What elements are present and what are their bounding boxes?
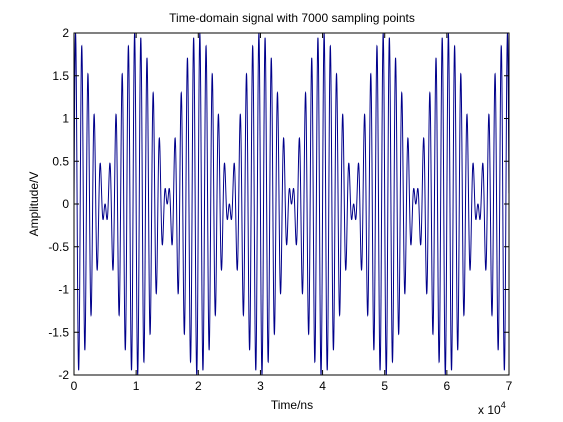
- y-tick-label: 1: [62, 112, 69, 126]
- x-tick-label: 1: [133, 379, 140, 393]
- signal-line: [74, 33, 509, 375]
- signal-line-group: [74, 33, 509, 375]
- y-tick-label: -1: [58, 283, 69, 297]
- y-tick-label: 0.5: [52, 154, 69, 168]
- y-tick-label: 1.5: [52, 69, 69, 83]
- x-tick-label: 6: [444, 379, 451, 393]
- y-tick-label: -0.5: [48, 240, 69, 254]
- y-axis-label: Amplitude/V: [27, 172, 41, 237]
- x-axis-exponent: x 104: [478, 400, 506, 417]
- y-tick-label: 2: [62, 26, 69, 40]
- x-axis-exponent-power: 4: [501, 400, 506, 410]
- x-axis-exponent-base: x 10: [478, 403, 501, 417]
- x-tick-label: 3: [257, 379, 264, 393]
- x-tick-label: 7: [506, 379, 513, 393]
- x-tick-label: 4: [319, 379, 326, 393]
- y-tick-label: -1.5: [48, 325, 69, 339]
- chart-title: Time-domain signal with 7000 sampling po…: [169, 11, 415, 25]
- plot-area: 0 1 2 3 4 5 6 7 -2 -1.5 -1 -0.5 0 0.5 1 1.5 2: [48, 26, 512, 393]
- x-tick-label: 2: [195, 379, 202, 393]
- x-axis-label: Time/ns: [271, 398, 313, 412]
- y-axis-ticks: -2 -1.5 -1 -0.5 0 0.5 1 1.5 2: [48, 26, 509, 382]
- x-tick-label: 5: [381, 379, 388, 393]
- x-tick-label: 0: [71, 379, 78, 393]
- x-axis-ticks: 0 1 2 3 4 5 6 7: [71, 33, 513, 393]
- y-tick-label: 0: [62, 197, 69, 211]
- y-tick-label: -2: [58, 368, 69, 382]
